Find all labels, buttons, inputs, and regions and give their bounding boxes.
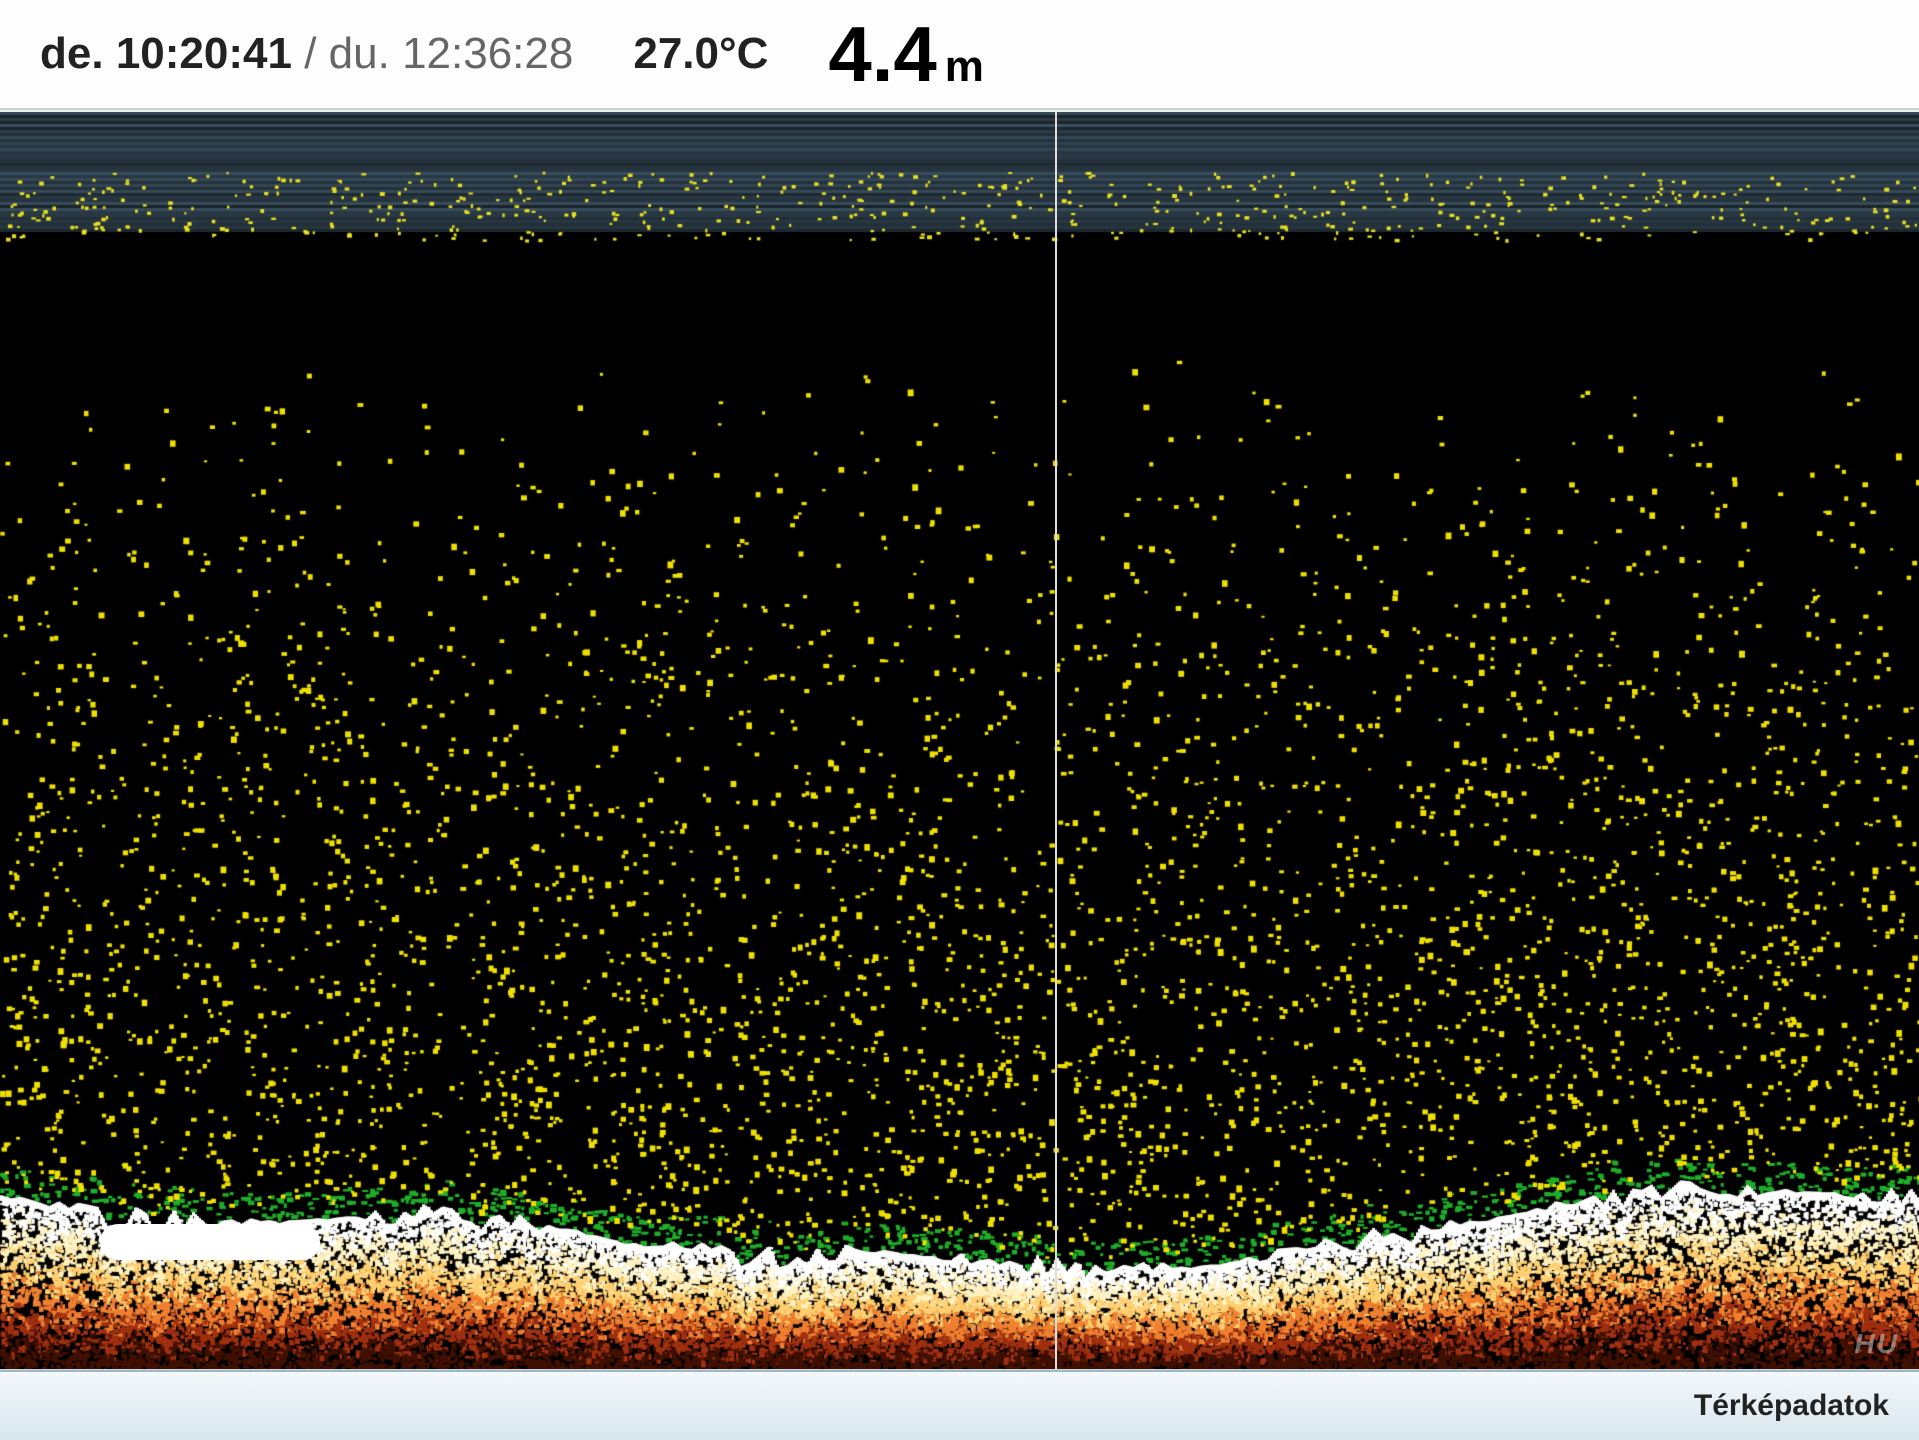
temperature-value: 27.0 [633, 29, 719, 78]
time-pm-value: 12:36:28 [402, 29, 573, 78]
watermark-text: HU [1855, 1328, 1899, 1360]
water-temperature: 27.0°C [633, 29, 768, 79]
depth-unit: m [945, 42, 984, 91]
time-pm-prefix: du. [329, 29, 390, 78]
time-am-prefix: de. [40, 29, 104, 78]
sonar-canvas [0, 112, 1919, 1370]
top-status-bar: de. 10:20:41 / du. 12:36:28 27.0°C 4.4m [0, 0, 1919, 110]
time-readout: de. 10:20:41 / du. 12:36:28 [40, 29, 573, 79]
fishfinder-screen: de. 10:20:41 / du. 12:36:28 27.0°C 4.4m … [0, 0, 1919, 1440]
temperature-unit: °C [719, 29, 768, 78]
bottom-bar: Térképadatok [0, 1370, 1919, 1440]
time-separator: / [304, 29, 316, 78]
sonar-display[interactable] [0, 112, 1919, 1370]
scale-indicator [100, 1224, 320, 1260]
map-data-label[interactable]: Térképadatok [1694, 1389, 1889, 1423]
depth-readout: 4.4m [828, 15, 984, 93]
time-am-value: 10:20:41 [116, 29, 292, 78]
depth-value: 4.4 [828, 10, 936, 98]
